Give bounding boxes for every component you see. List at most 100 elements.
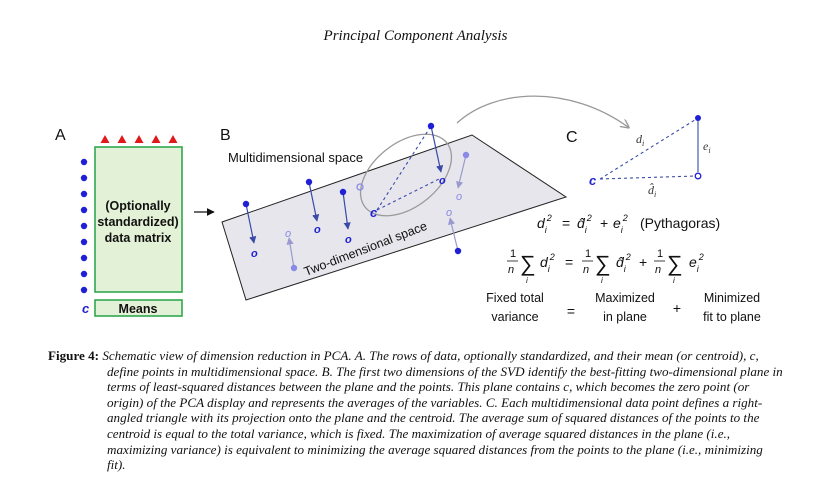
svg-text:∑: ∑ — [595, 251, 611, 276]
triangle-hypotenuse — [599, 117, 699, 180]
pythagoras-note: (Pythagoras) — [640, 215, 720, 231]
row-point — [80, 222, 88, 230]
dashed-distance-line — [376, 125, 432, 211]
minimized-label-1: Minimized — [704, 291, 760, 305]
svg-text:=: = — [562, 215, 570, 231]
svg-text:di2: di2 — [540, 252, 555, 274]
caption-text: Schematic view of dimension reduction in… — [102, 348, 783, 473]
minimized-label-2: fit to plane — [703, 310, 761, 324]
best-fit-plane — [221, 134, 568, 301]
row-point — [80, 174, 88, 182]
caption-label: Figure 4: — [48, 348, 100, 363]
running-title: Principal Component Analysis — [323, 28, 508, 44]
svg-text:∑: ∑ — [667, 251, 683, 276]
panel-a: A (Optionally standardized) data matrix … — [55, 127, 215, 317]
column-marker-triangle — [151, 135, 161, 143]
matrix-text-line-1: (Optionally — [105, 199, 170, 213]
means-label: Means — [119, 302, 158, 316]
projection-point: o — [314, 224, 321, 236]
svg-text:ei2: ei2 — [689, 252, 704, 274]
svg-text:=: = — [565, 254, 573, 270]
svg-text:d̂i2: d̂i2 — [616, 252, 631, 274]
svg-text:∑: ∑ — [520, 251, 536, 276]
svg-text:1: 1 — [657, 248, 663, 260]
row-point — [80, 286, 88, 294]
svg-text:n: n — [583, 264, 589, 276]
matrix-text-line-3: data matrix — [105, 231, 172, 245]
triangle-apex-point — [695, 115, 701, 121]
svg-text:+: + — [639, 254, 647, 270]
column-marker-triangle — [134, 135, 144, 143]
svg-text:d̂i2: d̂i2 — [577, 213, 592, 235]
svg-text:n: n — [655, 264, 661, 276]
equals-sign: = — [567, 303, 575, 319]
panel-c: C c di ei d̂i di2 = d̂i2 + ei2 (Pythagor… — [486, 115, 761, 324]
panel-a-label: A — [55, 127, 66, 144]
triangle-base — [599, 175, 697, 180]
data-point — [290, 264, 298, 272]
svg-text:+: + — [600, 215, 608, 231]
panel-b-label: B — [220, 127, 231, 144]
projection-point: o — [251, 248, 258, 260]
data-point — [427, 122, 435, 130]
column-markers — [100, 135, 178, 143]
fixed-variance-label-2: variance — [491, 310, 538, 324]
data-point — [462, 151, 470, 159]
svg-text:di2: di2 — [537, 213, 552, 235]
projection-point: o — [285, 228, 291, 240]
figure-caption: Figure 4: Schematic view of dimension re… — [48, 348, 783, 473]
triangle-projection-point — [694, 172, 702, 180]
row-point — [80, 270, 88, 278]
column-marker-triangle — [168, 135, 178, 143]
centroid-label-a: c — [82, 301, 90, 316]
data-point — [242, 200, 250, 208]
row-point — [80, 158, 88, 166]
projection-point: o — [456, 191, 462, 203]
row-points — [80, 158, 88, 294]
plus-sign: + — [673, 300, 681, 316]
projection-line — [448, 217, 459, 252]
data-point — [305, 178, 313, 186]
data-point — [454, 247, 462, 255]
maximized-label-1: Maximized — [595, 291, 655, 305]
column-marker-triangle — [100, 135, 110, 143]
zoom-ellipse — [359, 133, 453, 217]
panel-b: B Multidimensional space Two-dimensional… — [220, 95, 628, 301]
projection-point: o — [446, 207, 452, 219]
centroid-label-b: c — [370, 205, 378, 220]
fixed-variance-label-1: Fixed total — [486, 291, 544, 305]
matrix-text-line-2: standardized) — [97, 215, 178, 229]
svg-text:i: i — [526, 276, 528, 285]
svg-text:i: i — [673, 276, 675, 285]
d-label: di — [636, 132, 644, 148]
row-point — [80, 238, 88, 246]
row-point — [80, 190, 88, 198]
pythagoras-equation: di2 = d̂i2 + ei2 — [537, 213, 628, 235]
variance-equation: 1 n ∑ i di2 = 1 n ∑ i d̂i2 + 1 n ∑ i ei2 — [507, 248, 704, 285]
svg-text:1: 1 — [510, 248, 516, 260]
zoom-arrow — [456, 95, 628, 127]
panel-c-label: C — [566, 129, 578, 146]
data-matrix-box — [94, 146, 183, 293]
projection-line — [430, 125, 444, 173]
data-point — [339, 188, 347, 196]
column-marker-triangle — [117, 135, 127, 143]
projection-line — [342, 191, 351, 230]
projection-point: o — [345, 234, 352, 246]
svg-text:n: n — [508, 264, 514, 276]
e-label: ei — [703, 139, 711, 155]
row-point — [80, 206, 88, 214]
svg-text:ei2: ei2 — [613, 213, 628, 235]
projection-point: o — [439, 175, 446, 187]
svg-text:i: i — [601, 276, 603, 285]
row-point — [80, 254, 88, 262]
projection-line — [286, 237, 295, 269]
means-box — [94, 299, 183, 317]
projection-line — [245, 203, 257, 244]
dhat-label: d̂i — [648, 183, 656, 199]
projection-line — [308, 181, 320, 222]
projection-line — [456, 154, 467, 189]
centroid-label-c: c — [589, 173, 597, 188]
multidim-space-label: Multidimensional space — [228, 150, 363, 165]
